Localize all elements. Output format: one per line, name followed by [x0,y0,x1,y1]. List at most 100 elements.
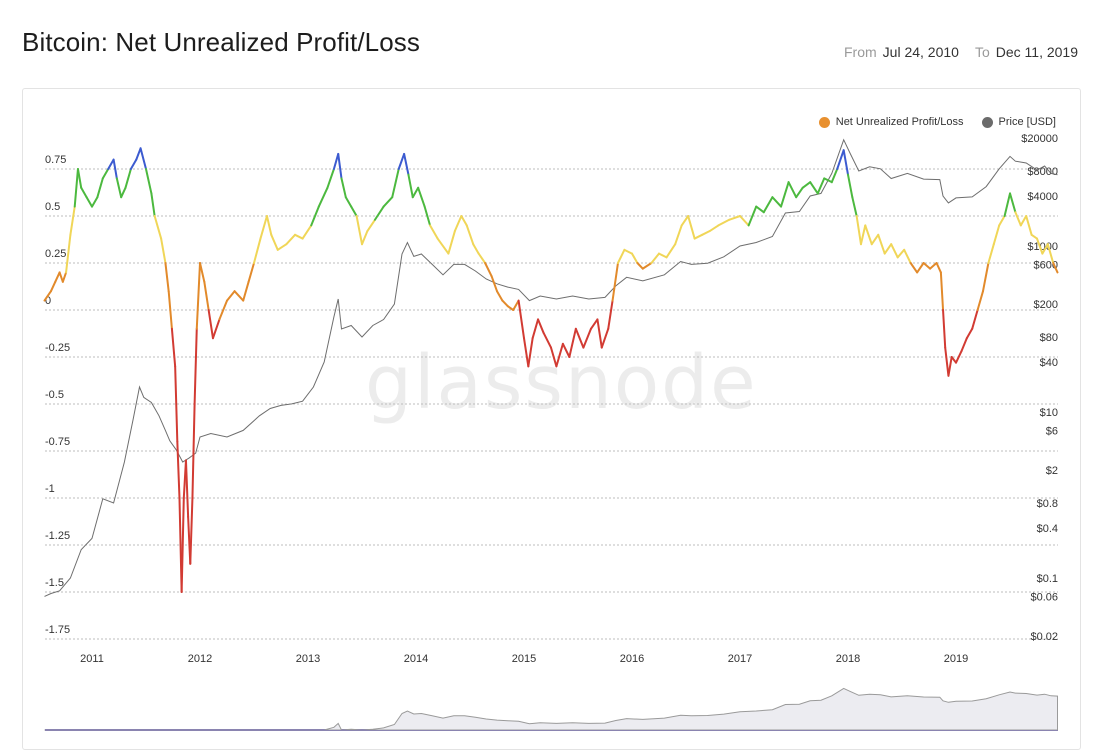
nupl-segment [233,290,245,302]
date-range[interactable]: From Jul 24, 2010 To Dec 11, 2019 [844,44,1078,60]
nupl-segment [69,205,76,236]
y-right-tick-label: $40 [1040,357,1058,369]
nupl-segment [755,205,765,214]
nupl-segment [658,252,668,259]
nupl-segment [859,224,867,246]
nupl-segment [397,152,406,170]
nupl-segment [1036,237,1044,255]
nupl-segment [965,327,974,340]
y-left-tick-label: -1.5 [45,577,64,589]
nupl-segment [391,168,400,199]
navigator-area [44,687,1058,731]
nupl-segment [909,262,919,274]
nupl-segment [717,218,731,227]
nupl-segment [600,327,610,349]
nupl-segment [366,218,376,233]
nupl-segment [472,243,480,255]
nupl-segment [453,215,463,233]
y-right-tick-label: $20000 [1021,133,1058,145]
nupl-segment [877,233,886,255]
nupl-segment [247,262,255,283]
nupl-segment [65,233,72,274]
nupl-segment [992,224,1001,246]
nupl-segment [350,205,358,217]
nupl-segment [164,262,170,293]
legend-item-price[interactable]: Price [USD] [981,116,1056,128]
nupl-segment [193,327,198,405]
from-date[interactable]: Jul 24, 2010 [882,44,959,60]
y-right-tick-label: $600 [1034,259,1058,271]
nupl-segment [542,331,552,349]
x-tick-label: 2011 [80,653,104,665]
to-date[interactable]: Dec 11, 2019 [995,44,1078,60]
legend-label-nupl: Net Unrealized Profit/Loss [835,116,964,128]
y-right-tick-label: $200 [1034,299,1058,311]
to-label: To [974,44,990,60]
nupl-segment [191,403,196,499]
nupl-segment [85,196,93,208]
nupl-segment [636,262,644,270]
legend-item-nupl[interactable]: Net Unrealized Profit/Loss [818,116,964,128]
nupl-segment [294,233,304,240]
nupl-segment [176,440,181,499]
nupl-segment [823,177,833,184]
nupl-segment [382,196,394,208]
nupl-segment [429,224,439,240]
y-left-tick-label: -0.75 [45,436,70,448]
nupl-segment [373,205,385,221]
legend-dot-nupl [818,116,830,128]
nupl-segment [218,299,228,321]
nupl-segment [184,459,190,518]
nupl-segment [1041,243,1049,255]
y-right-tick-label: $0.8 [1037,498,1058,510]
nupl-segment [423,205,432,227]
nupl-segment [1019,215,1028,227]
nupl-segment [490,275,498,293]
nupl-segment [747,205,758,227]
nupl-segment [589,318,599,330]
nupl-segment [641,262,653,270]
y-left-tick-label: -1.75 [45,624,70,636]
nupl-segment [942,309,947,349]
nupl-segment [780,181,790,208]
nupl-segment [1014,211,1022,227]
y-right-tick-label: $80 [1040,332,1058,344]
nupl-segment [687,215,696,240]
nupl-segment [523,337,530,368]
nupl-segment [253,237,262,264]
nupl-segment [855,215,862,246]
nupl-segment [242,280,250,302]
nupl-segment [170,327,177,368]
nupl-segment [836,149,845,170]
nupl-segment [120,186,127,199]
y-left-tick-label: -0.5 [45,389,64,401]
nupl-segment [842,149,849,176]
nupl-segment [160,237,167,264]
nupl-segment [531,318,540,340]
nupl-segment [340,177,347,199]
y-left-tick-label: 0.25 [45,248,66,260]
nupl-segment [436,237,450,255]
nupl-segment [809,181,819,195]
nupl-segment [568,327,577,358]
nupl-segment [211,318,221,340]
nupl-segment [153,215,163,240]
nupl-segment [762,196,774,214]
chart-legend: Net Unrealized Profit/Loss Price [USD] [818,116,1056,128]
nupl-segment [465,224,475,246]
nupl-segment [787,181,798,199]
y-left-tick-label: -1.25 [45,530,70,542]
nupl-segment [517,299,525,340]
nupl-segment [596,318,603,349]
nupl-segment [708,224,720,233]
nupl-segment [971,309,979,330]
nupl-segment [484,262,493,278]
nupl-segment [189,497,194,565]
nupl-segment [203,280,210,311]
nupl-segment [561,342,571,358]
y-right-tick-label: $0.4 [1037,523,1058,535]
nupl-segment [512,299,520,311]
nupl-segment [1052,262,1059,274]
nupl-segment [226,290,236,302]
